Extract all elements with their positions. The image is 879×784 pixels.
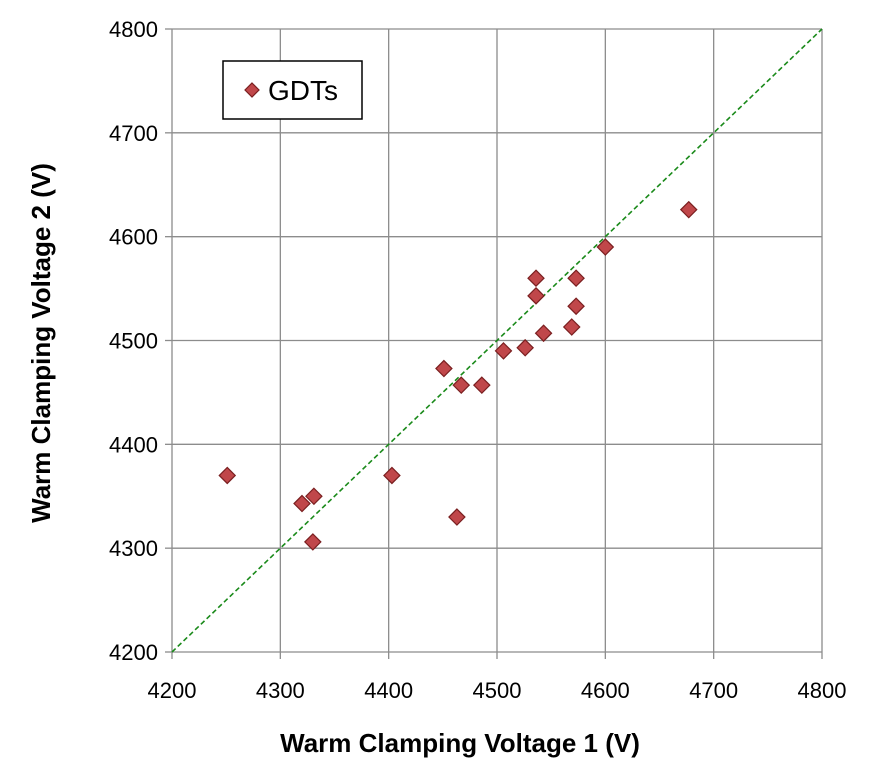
scatter-point bbox=[527, 269, 545, 288]
scatter-point bbox=[679, 200, 698, 219]
legend: GDTs bbox=[222, 60, 363, 120]
y-tick-label: 4700 bbox=[109, 121, 158, 146]
x-tick-label: 4300 bbox=[256, 678, 305, 703]
scatter-point bbox=[452, 376, 471, 394]
reference-line-y-equals-x bbox=[171, 28, 823, 653]
y-tick-label: 4600 bbox=[109, 225, 158, 250]
y-tick-label: 4200 bbox=[109, 640, 158, 665]
scatter-point bbox=[596, 238, 615, 256]
x-tick-label: 4700 bbox=[689, 678, 738, 703]
y-axis-title: Warm Clamping Voltage 2 (V) bbox=[26, 163, 56, 523]
scatter-point bbox=[448, 508, 466, 526]
x-tick-label: 4500 bbox=[473, 678, 522, 703]
scatter-point bbox=[472, 376, 491, 394]
x-tick-label: 4600 bbox=[581, 678, 630, 703]
data-points bbox=[218, 200, 698, 551]
scatter-point bbox=[567, 297, 585, 316]
scatter-point bbox=[567, 269, 585, 288]
scatter-point bbox=[534, 324, 553, 343]
legend-label: GDTs bbox=[268, 75, 338, 106]
grid-lines bbox=[165, 28, 823, 659]
scatter-point bbox=[494, 342, 513, 360]
x-axis-title: Warm Clamping Voltage 1 (V) bbox=[280, 728, 640, 758]
scatter-point bbox=[527, 287, 545, 305]
scatter-point bbox=[305, 487, 323, 506]
scatter-point bbox=[562, 318, 581, 336]
legend-marker-icon bbox=[244, 82, 260, 98]
reference-line-group bbox=[171, 28, 823, 653]
scatter-point bbox=[293, 494, 311, 513]
scatter-point bbox=[218, 466, 237, 485]
y-tick-label: 4500 bbox=[109, 329, 158, 354]
y-tick-label: 4400 bbox=[109, 432, 158, 457]
x-tick-label: 4800 bbox=[798, 678, 847, 703]
scatter-point bbox=[383, 466, 401, 485]
scatter-point bbox=[516, 338, 535, 357]
scatter-point bbox=[435, 359, 453, 378]
y-tick-label: 4300 bbox=[109, 536, 158, 561]
x-tick-label: 4200 bbox=[148, 678, 197, 703]
y-tick-label: 4800 bbox=[109, 17, 158, 42]
tick-labels: 4200 4300 4400 4500 4600 4700 4800 4200 4300 4400… bbox=[109, 17, 846, 703]
x-tick-label: 4400 bbox=[364, 678, 413, 703]
scatter-point bbox=[303, 533, 322, 551]
